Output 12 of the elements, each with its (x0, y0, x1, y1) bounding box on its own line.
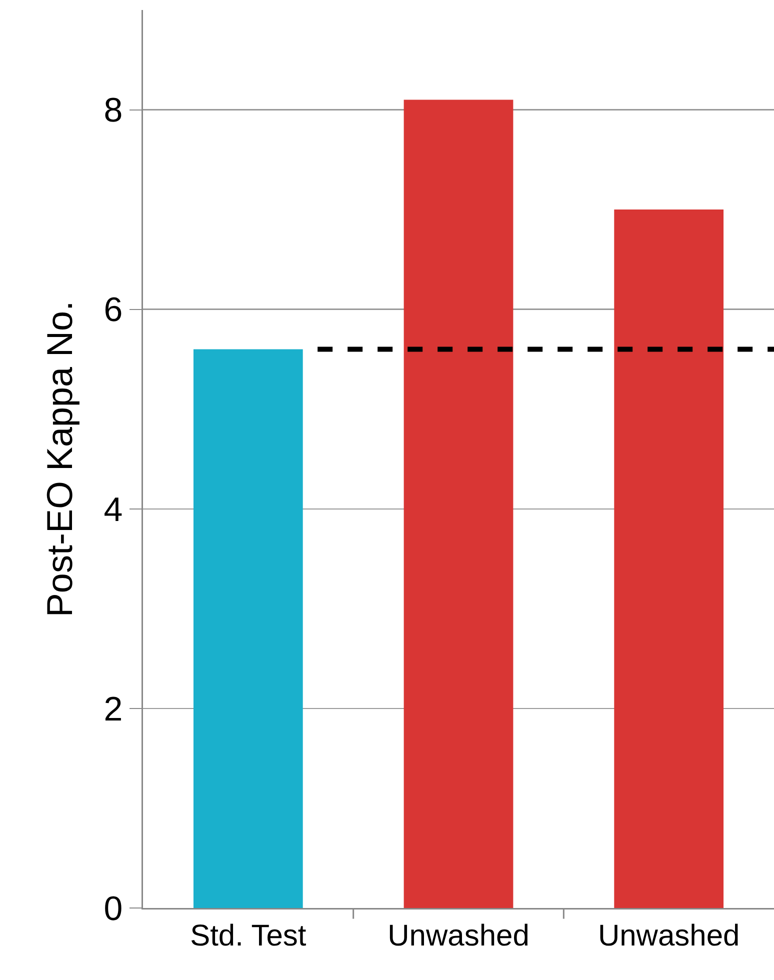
x-tick-label: Unwashed (388, 920, 530, 952)
bar (193, 349, 303, 908)
y-tick-label: 0 (104, 890, 123, 928)
x-tick-label: Unwashed (598, 920, 740, 952)
y-tick-label: 2 (104, 690, 123, 728)
y-tick-label: 6 (104, 291, 123, 330)
y-axis-title: Post-EO Kappa No. (38, 300, 80, 618)
bar (404, 100, 514, 908)
bar (614, 210, 724, 908)
x-tick-label: Std. Test (190, 920, 307, 952)
y-tick-label: 8 (104, 92, 123, 130)
y-tick-label: 4 (104, 490, 123, 529)
